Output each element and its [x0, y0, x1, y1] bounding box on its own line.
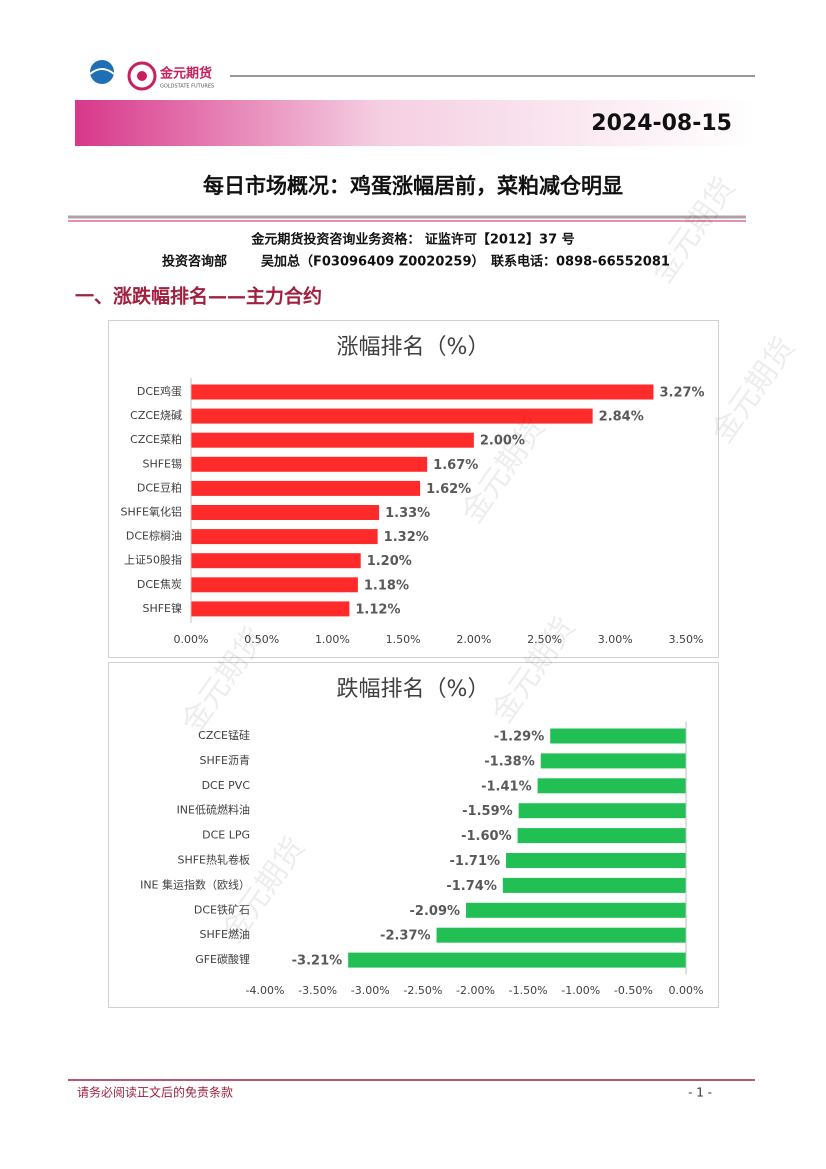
- x-tick-label: -1.00%: [561, 984, 600, 997]
- x-tick-label: 3.50%: [669, 633, 704, 646]
- value-label: 1.18%: [364, 578, 409, 593]
- page-number: - 1 -: [688, 1086, 712, 1100]
- phone: 联系电话：0898-66552081: [491, 254, 670, 270]
- value-label: -1.59%: [462, 804, 513, 819]
- value-label: -2.37%: [380, 929, 431, 944]
- bar: [518, 803, 686, 819]
- value-label: 1.12%: [355, 602, 400, 617]
- qualification: 金元期货投资咨询业务资格： 证监许可【2012】37 号: [250, 232, 574, 248]
- title: 每日市场概况：鸡蛋涨幅居前，菜粕减仓明显: [203, 174, 623, 198]
- value-label: -1.60%: [461, 829, 512, 844]
- x-tick-label: -4.00%: [246, 984, 285, 997]
- category-label: INE低硫燃料油: [177, 803, 250, 817]
- value-label: -1.41%: [481, 779, 532, 794]
- value-label: 1.62%: [426, 482, 471, 497]
- chart-title: 跌幅排名（%）: [337, 677, 490, 702]
- bar: [191, 601, 350, 617]
- date: 2024-08-15: [591, 111, 732, 136]
- watermark: 金元期货: [705, 331, 802, 449]
- bar: [191, 456, 428, 472]
- bar: [191, 480, 421, 496]
- value-label: 2.00%: [480, 434, 525, 449]
- x-tick-label: 1.50%: [386, 633, 421, 646]
- logo: [89, 60, 157, 91]
- bar: [550, 728, 686, 744]
- x-tick-label: 1.00%: [315, 633, 350, 646]
- x-tick-label: 2.50%: [527, 633, 562, 646]
- bar: [191, 408, 593, 424]
- value-label: 2.84%: [599, 410, 644, 425]
- category-label: CZCE烧碱: [130, 409, 182, 422]
- brand-en: GOLDSTATE FUTURES: [160, 84, 214, 90]
- category-label: SHFE热轧卷板: [177, 853, 250, 867]
- x-tick-label: -0.50%: [614, 984, 653, 997]
- x-tick-label: -3.50%: [298, 984, 337, 997]
- x-tick-label: -3.00%: [351, 984, 390, 997]
- charts: 涨幅排名（%） 0.00% 0.50% 1.00% 1.50% 2.00% 2.50% 3.0…: [120, 335, 704, 997]
- bar: [191, 384, 654, 400]
- category-label: CZCE菜粕: [130, 432, 182, 446]
- bar: [436, 927, 686, 943]
- x-tick-label: -2.50%: [403, 984, 442, 997]
- value-label: 1.67%: [433, 458, 478, 473]
- x-tick-label: 2.00%: [456, 633, 491, 646]
- bar: [540, 753, 686, 769]
- value-label: -3.21%: [292, 954, 343, 969]
- bar: [537, 778, 686, 794]
- brand: 金元期货: [159, 66, 212, 82]
- category-label: GFE碳酸锂: [195, 952, 250, 966]
- value-label: 3.27%: [659, 386, 704, 401]
- category-label: CZCE锰硅: [198, 728, 250, 742]
- category-label: 上证50股指: [124, 553, 182, 567]
- value-label: -2.09%: [410, 904, 461, 919]
- x-tick-label: 3.00%: [598, 633, 633, 646]
- analyst: 吴加总（F03096409 Z0020259）: [261, 254, 485, 270]
- value-label: -1.29%: [494, 730, 545, 745]
- category-label: SHFE氧化铝: [120, 505, 182, 519]
- header-band: [75, 100, 755, 146]
- category-label: SHFE燃油: [199, 927, 250, 941]
- x-tick-label: 0.50%: [244, 633, 279, 646]
- category-label: DCE铁矿石: [194, 903, 250, 916]
- x-tick-label: 0.00%: [174, 633, 209, 646]
- bar: [506, 853, 686, 868]
- value-label: -1.71%: [450, 854, 501, 869]
- bar: [517, 828, 686, 844]
- disclaimer: 请务必阅读正文后的免责条款: [77, 1085, 233, 1100]
- department: 投资咨询部: [162, 254, 227, 270]
- bar: [466, 902, 686, 918]
- watermark: 金元期货: [645, 171, 742, 289]
- bar: [191, 505, 380, 520]
- bar: [502, 877, 686, 893]
- bar: [191, 432, 474, 448]
- x-tick-label: -1.50%: [509, 984, 548, 997]
- bar: [348, 952, 686, 968]
- category-label: SHFE镍: [142, 601, 182, 615]
- category-label: DCE PVC: [202, 779, 251, 792]
- value-label: 1.32%: [384, 530, 429, 545]
- section-heading: 一、涨跌幅排名——主力合约: [75, 285, 322, 308]
- bar: [191, 553, 361, 569]
- value-label: 1.20%: [367, 554, 412, 569]
- x-tick-label: -2.00%: [456, 984, 495, 997]
- value-label: -1.74%: [446, 879, 497, 894]
- chart-title: 涨幅排名（%）: [337, 335, 490, 360]
- category-label: INE 集运指数（欧线）: [140, 877, 250, 891]
- value-label: 1.33%: [385, 506, 430, 521]
- category-label: DCE鸡蛋: [137, 384, 182, 398]
- value-label: -1.38%: [484, 754, 535, 769]
- bar: [191, 577, 358, 593]
- bar: [191, 529, 378, 545]
- category-label: DCE LPG: [202, 829, 250, 842]
- category-label: SHFE沥青: [199, 754, 250, 767]
- x-tick-label: 0.00%: [669, 984, 704, 997]
- category-label: DCE焦炭: [137, 578, 182, 591]
- category-label: DCE棕榈油: [126, 529, 182, 543]
- category-label: SHFE锡: [142, 456, 182, 470]
- category-label: DCE豆粕: [137, 480, 182, 494]
